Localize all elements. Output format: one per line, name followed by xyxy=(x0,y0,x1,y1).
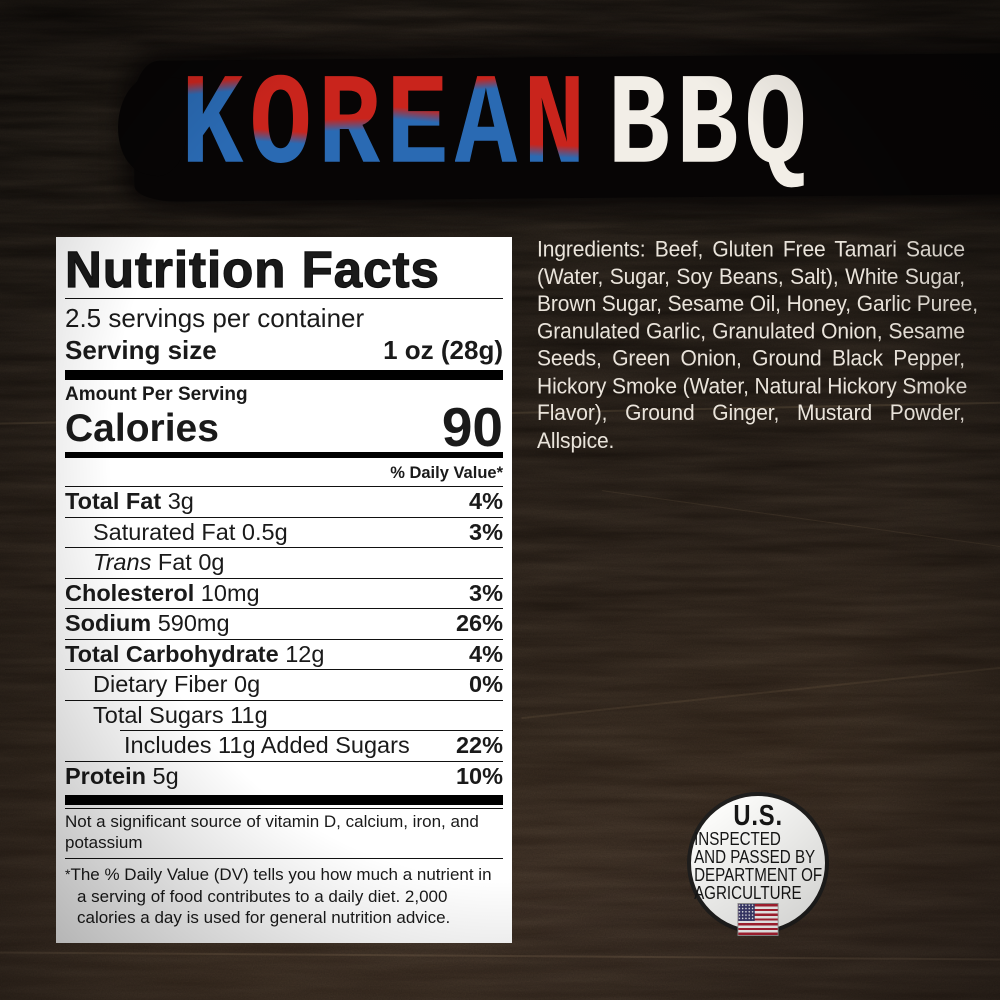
serving-size-value: 1 oz (28g) xyxy=(383,335,503,365)
nutrient-name-amount: Protein 5g xyxy=(65,762,179,789)
calories-value: 90 xyxy=(441,396,503,458)
wood-scratch xyxy=(521,662,1000,720)
nutrient-row-total-sugars: Total Sugars 11g xyxy=(65,699,503,731)
nutrient-name-amount: Total Fat 3g xyxy=(65,488,194,514)
nutrient-name-amount: Total Sugars 11g xyxy=(93,701,268,728)
ingredients-paragraph: Ingredients: Beef, Gluten Free Tamari Sa… xyxy=(537,236,978,454)
title-letter: R xyxy=(317,54,387,202)
nutrient-daily-value: 3% xyxy=(469,518,503,545)
nutrient-name-amount: Dietary Fiber 0g xyxy=(93,671,261,697)
title-letter: K xyxy=(181,54,250,202)
seal-line: AND PASSED BY xyxy=(693,846,816,867)
nutrient-name-amount: Sodium 590mg xyxy=(65,610,230,636)
nutrient-daily-value: 3% xyxy=(469,579,503,606)
ingredients-line: Granulated Garlic, Granulated Onion, Ses… xyxy=(537,318,965,344)
serving-size-row: Serving size 1 oz (28g) xyxy=(65,334,503,366)
wood-scratch xyxy=(0,951,1000,961)
nutrient-row-cholesterol: Cholesterol 10mg 3% xyxy=(65,577,503,609)
ingredients-line: Flavor), Ground Ginger, Mustard Powder, xyxy=(537,400,965,426)
title-letter: B xyxy=(675,54,745,202)
nutrient-daily-value: 10% xyxy=(455,762,503,789)
ingredients-line: Ingredients: Beef, Gluten Free Tamari Sa… xyxy=(537,237,965,262)
ingredients-line: Hickory Smoke (Water, Natural Hickory Sm… xyxy=(537,373,968,399)
nutrient-row-total-fat: Total Fat 3g 4% xyxy=(65,486,503,517)
thick-divider xyxy=(65,370,503,380)
not-significant-note: Not a significant source of vitamin D, c… xyxy=(65,808,503,858)
nutrient-row-trans-fat: Trans Fat 0g xyxy=(65,547,503,578)
nutrient-name-amount: Saturated Fat 0.5g xyxy=(93,518,288,545)
nutrient-daily-value: 22% xyxy=(455,732,503,758)
thick-divider xyxy=(65,795,503,805)
nutrient-name-amount: Includes 11g Added Sugars xyxy=(124,732,410,758)
calories-row: Calories 90 xyxy=(65,396,503,458)
usda-inspection-seal: U.S. INSPECTED AND PASSED BY DEPARTMENT OF… xyxy=(687,792,829,935)
servings-per-container: 2.5 servings per container xyxy=(65,303,365,333)
wood-scratch xyxy=(602,490,1000,551)
serving-size-label: Serving size xyxy=(65,335,217,365)
title-letter: A xyxy=(454,54,524,202)
nutrient-row-sodium: Sodium 590mg 26% xyxy=(65,608,503,639)
nutrition-facts-title: Nutrition Facts xyxy=(64,241,440,298)
nutrient-row-saturated-fat: Saturated Fat 0.5g 3% xyxy=(65,516,503,548)
us-flag-icon xyxy=(738,904,778,935)
seal-line: INSPECTED xyxy=(693,828,781,849)
nutrient-name-amount: Cholesterol 10mg xyxy=(65,579,260,606)
flag-canton xyxy=(738,904,755,921)
divider xyxy=(65,298,503,299)
nutrient-row-protein: Protein 5g 10% xyxy=(65,760,503,792)
nutrient-row-includes-11g-added-sugars: Includes 11g Added Sugars 22% xyxy=(120,730,503,761)
daily-value-footnote: *The % Daily Value (DV) tells you how mu… xyxy=(65,858,503,929)
seal-line: DEPARTMENT OF xyxy=(693,864,823,885)
nutrient-daily-value: 26% xyxy=(455,610,503,636)
ingredients-line: (Water, Sugar, Soy Beans, Salt), White S… xyxy=(537,264,965,289)
title-letter: B xyxy=(607,54,676,202)
nutrient-daily-value: 4% xyxy=(469,488,503,514)
nutrient-name-amount: Total Carbohydrate 12g xyxy=(65,640,325,667)
ingredients-line: Brown Sugar, Sesame Oil, Honey, Garlic P… xyxy=(537,291,978,317)
daily-value-header: % Daily Value* xyxy=(390,464,503,482)
nutrient-row-dietary-fiber: Dietary Fiber 0g 0% xyxy=(65,669,503,700)
nutrient-row-total-carbohydrate: Total Carbohydrate 12g 4% xyxy=(65,638,503,670)
ingredients-line: Seeds, Green Onion, Ground Black Pepper, xyxy=(537,346,965,371)
nutrition-facts-panel: Nutrition Facts 2.5 servings per contain… xyxy=(56,237,512,943)
footnote-asterisk: * xyxy=(65,866,71,882)
medium-divider xyxy=(65,452,503,458)
nutrient-name-amount: Trans Fat 0g xyxy=(93,549,225,575)
nutrient-daily-value: 0% xyxy=(469,671,503,697)
seal-line: AGRICULTURE xyxy=(693,882,802,903)
amount-per-serving-label: Amount Per Serving xyxy=(65,384,248,405)
title-letter: O xyxy=(249,54,318,202)
calories-label: Calories xyxy=(65,407,219,450)
title-letter: N xyxy=(523,54,592,202)
nutrient-daily-value: 4% xyxy=(469,640,503,667)
ingredients-line: Allspice. xyxy=(537,428,615,453)
seal-us-label: U.S. xyxy=(733,800,783,832)
nutrient-rows: Total Fat 3g 4% Saturated Fat 0.5g 3% Trans … xyxy=(65,486,503,791)
title-letter: E xyxy=(386,54,455,202)
title-letter: Q xyxy=(744,54,813,202)
seal-lines: INSPECTED AND PASSED BY DEPARTMENT OF AGRIC… xyxy=(693,828,823,903)
seal-text: U.S. INSPECTED AND PASSED BY DEPARTMENT OF… xyxy=(693,800,823,935)
footnote-text: The % Daily Value (DV) tells you how muc… xyxy=(70,865,492,927)
